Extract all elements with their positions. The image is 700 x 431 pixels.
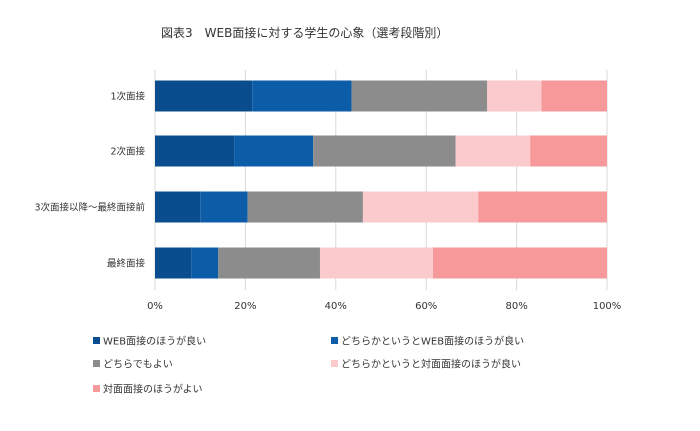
bar-segment bbox=[455, 135, 531, 167]
bar-segment bbox=[200, 191, 248, 223]
x-axis-ticks: 0% 20% 40% 60% 80% 100% bbox=[147, 301, 621, 312]
bar-segment bbox=[530, 135, 607, 167]
category-label: 3次面接以降～最終面接前 bbox=[34, 202, 145, 214]
legend-label: どちらかというと対面面接のほうが良い bbox=[341, 358, 521, 371]
category-label: 2次面接 bbox=[110, 146, 145, 158]
bar-segment bbox=[313, 135, 456, 167]
bar-segment bbox=[234, 135, 314, 167]
legend-label: WEB面接のほうが良い bbox=[103, 335, 206, 348]
legend-label: 対面面接のほうがよい bbox=[103, 383, 203, 396]
category-label: 最終面接 bbox=[107, 258, 146, 270]
chart-title: 図表3 WEB面接に対する学生の心象（選考段階別） bbox=[161, 25, 448, 40]
bar-segment bbox=[218, 247, 320, 279]
bar-segment bbox=[191, 247, 219, 279]
bar-segment bbox=[351, 80, 488, 112]
x-tick-label: 40% bbox=[325, 301, 347, 312]
bar-segment bbox=[319, 247, 433, 279]
bar-segment bbox=[252, 80, 352, 112]
bar-segment bbox=[155, 191, 201, 223]
legend-label: どちらでもよい bbox=[103, 359, 173, 371]
bar-segment bbox=[247, 191, 363, 223]
bars bbox=[155, 80, 607, 279]
bar-segment bbox=[155, 135, 235, 167]
category-label: 1次面接 bbox=[110, 91, 145, 103]
bar-segment bbox=[155, 80, 253, 112]
legend-swatch bbox=[93, 385, 100, 392]
x-tick-label: 80% bbox=[505, 301, 527, 312]
bar-segment bbox=[541, 80, 607, 112]
bar-segment bbox=[155, 247, 192, 279]
legend-swatch bbox=[331, 360, 338, 367]
legend-label: どちらかというとWEB面接のほうが良い bbox=[341, 335, 524, 348]
x-tick-label: 0% bbox=[147, 301, 163, 312]
bar-segment bbox=[432, 247, 607, 279]
x-tick-label: 20% bbox=[234, 301, 256, 312]
bar-segment bbox=[478, 191, 607, 223]
x-tick-label: 100% bbox=[593, 301, 622, 312]
legend-swatch bbox=[93, 337, 100, 344]
x-tick-label: 60% bbox=[415, 301, 437, 312]
bar-segment bbox=[487, 80, 542, 112]
legend-swatch bbox=[93, 360, 100, 367]
legend-swatch bbox=[331, 337, 338, 344]
bar-segment bbox=[362, 191, 479, 223]
